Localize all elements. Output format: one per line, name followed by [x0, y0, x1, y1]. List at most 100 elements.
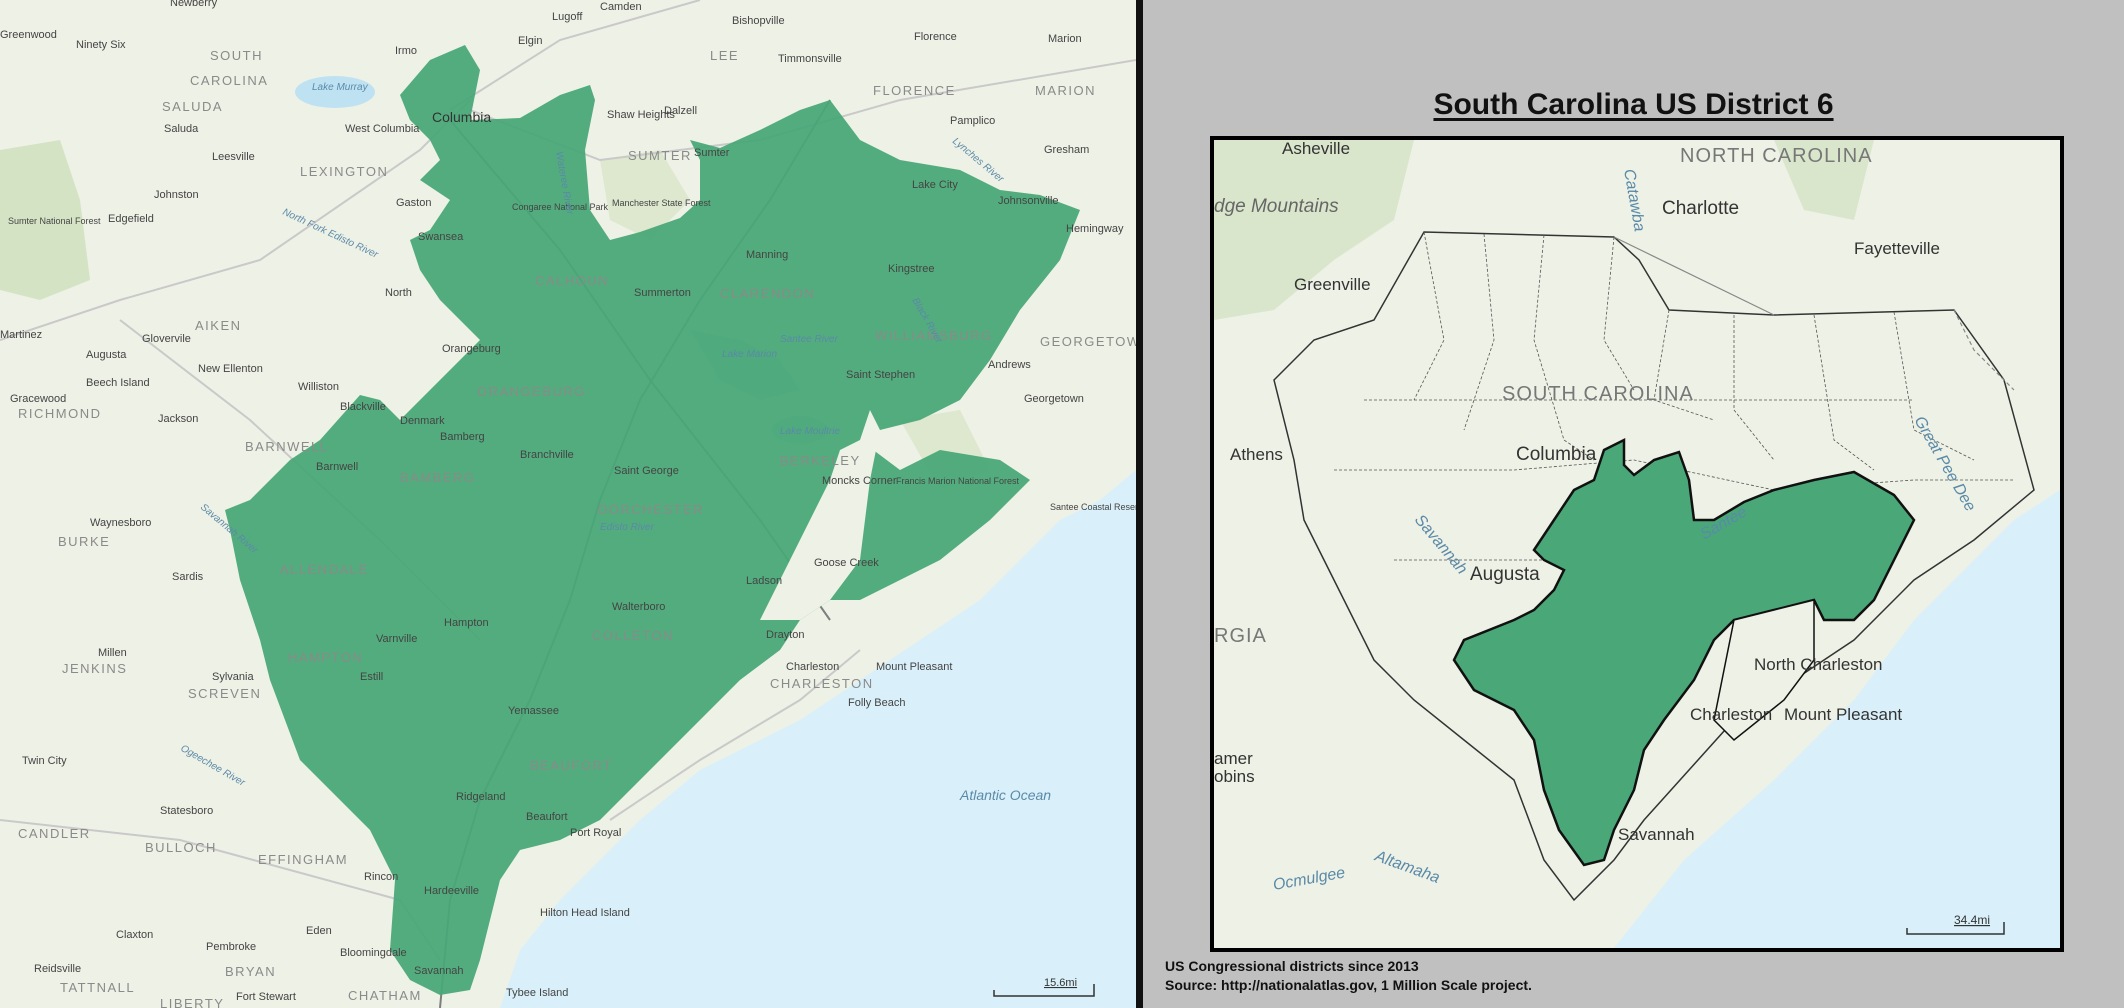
place-label: Florence	[914, 31, 957, 43]
scale-label: 34.4mi	[1954, 913, 1990, 927]
place-label: Gaston	[396, 197, 431, 209]
place-label: Ridgeland	[456, 791, 506, 803]
county-label: LEE	[710, 48, 739, 63]
place-label: Glovervile	[142, 333, 191, 345]
main-map: SOUTH CAROLINA SALUDA LEXINGTON AIKEN RI…	[0, 0, 1136, 1008]
place-label: Leesville	[212, 151, 255, 163]
district-6-area	[1452, 437, 1916, 867]
county-label: CHATHAM	[348, 988, 422, 1003]
place-label: Augusta	[86, 349, 127, 361]
district-6-area	[225, 45, 1080, 995]
water-label: Santee River	[780, 334, 838, 345]
state-border	[1613, 236, 1775, 316]
place-label: Greenville	[1294, 275, 1371, 294]
place-label: Statesboro	[160, 805, 213, 817]
place-label: Goose Creek	[814, 557, 879, 569]
place-label: Yemassee	[508, 705, 559, 717]
county-label: LEXINGTON	[300, 164, 388, 179]
county-label: BARNWELL	[245, 439, 329, 454]
page-title: South Carolina US District 6	[1433, 88, 1834, 121]
footer-line: US Congressional districts since 2013	[1165, 958, 1419, 974]
place-label: Blackville	[340, 401, 386, 413]
county-label: HAMPTON	[288, 650, 363, 665]
place-label: Swansea	[418, 231, 464, 243]
water-label: Lake Moultrie	[780, 426, 840, 437]
side-panel: South Carolina US District 6	[1143, 0, 2124, 1008]
mountain-region	[1214, 140, 1414, 320]
panel-divider	[1136, 0, 1143, 1008]
place-label: Waynesboro	[90, 517, 151, 529]
place-label: Sumter	[694, 147, 730, 159]
place-label: Varnville	[376, 633, 417, 645]
map-footer: US Congressional districts since 2013 So…	[1165, 957, 1532, 995]
place-label: Santee Coastal Reserve	[1050, 502, 1136, 512]
place-label: Sardis	[172, 571, 204, 583]
place-label: Rincon	[364, 871, 398, 883]
place-label: Estill	[360, 671, 383, 683]
place-label: Charlotte	[1662, 198, 1739, 219]
county-label: CANDLER	[18, 826, 91, 841]
place-label: obins	[1214, 767, 1255, 786]
place-label: Eden	[306, 925, 332, 937]
place-label: Denmark	[400, 415, 445, 427]
region-label: dge Mountains	[1214, 196, 1339, 217]
county-label: BEAUFORT	[530, 758, 613, 773]
place-label: Fort Stewart	[236, 991, 296, 1003]
state-label: RGIA	[1214, 625, 1267, 647]
place-label: Sumter National Forest	[8, 216, 101, 226]
place-label: Timmonsville	[778, 53, 842, 65]
place-label: New Ellenton	[198, 363, 263, 375]
forest-area	[1774, 140, 1874, 220]
place-label: Pembroke	[206, 941, 256, 953]
county-label: COLLETON	[592, 628, 674, 643]
place-label: Dalzell	[664, 105, 697, 117]
place-label: North	[385, 287, 412, 299]
state-label: NORTH CAROLINA	[1680, 145, 1873, 167]
place-label: Drayton	[766, 629, 805, 641]
place-label: Shaw Heights	[607, 109, 675, 121]
county-label: CHARLESTON	[770, 676, 874, 691]
place-label: Barnwell	[316, 461, 358, 473]
place-label: Kingstree	[888, 263, 934, 275]
county-label: CALHOUN	[535, 273, 609, 288]
place-label: Charleston	[786, 661, 839, 673]
place-label: Columbia	[1516, 444, 1597, 465]
place-label: Summerton	[634, 287, 691, 299]
place-label: Millen	[98, 647, 127, 659]
place-label: Tybee Island	[506, 987, 568, 999]
place-label: Pamplico	[950, 115, 995, 127]
place-label: Manchester State Forest	[612, 198, 711, 208]
scale-bar: 15.6mi	[993, 977, 1095, 997]
place-label: Jackson	[158, 413, 198, 425]
state-label: SOUTH	[210, 48, 263, 63]
lake-murray	[295, 76, 375, 108]
place-label: Newberry	[170, 0, 218, 9]
place-label: Beech Island	[86, 377, 150, 389]
place-label: Savannah	[1618, 825, 1695, 844]
county-label: SALUDA	[162, 99, 223, 114]
county-label: MARION	[1035, 83, 1096, 98]
county-label: BERKELEY	[780, 453, 861, 468]
forest-area	[600, 150, 690, 240]
place-label: Columbia	[432, 109, 491, 125]
inset-scale-bar: 34.4mi	[1906, 913, 2005, 935]
place-label: Lake City	[912, 179, 958, 191]
place-label: Bloomingdale	[340, 947, 407, 959]
place-label: Folly Beach	[848, 697, 905, 709]
place-label: Greenwood	[0, 29, 57, 41]
place-label: Manning	[746, 249, 788, 261]
inset-map: Asheville Charlotte Fayetteville Greenvi…	[1210, 136, 2064, 952]
place-label: Hardeeville	[424, 885, 479, 897]
place-label: amer	[1214, 749, 1253, 768]
county-label: AIKEN	[195, 318, 242, 333]
forest-area	[0, 140, 90, 300]
place-label: Bamberg	[440, 431, 485, 443]
place-label: Walterboro	[612, 601, 665, 613]
place-label: Moncks Corner	[822, 475, 897, 487]
place-label: Twin City	[22, 755, 67, 767]
inset-place-labels: Asheville Charlotte Fayetteville Greenvi…	[1214, 140, 1940, 844]
place-label: Augusta	[1470, 564, 1540, 585]
place-label: Beaufort	[526, 811, 568, 823]
place-label: Fayetteville	[1854, 239, 1940, 258]
state-label: SOUTH CAROLINA	[1502, 383, 1694, 405]
